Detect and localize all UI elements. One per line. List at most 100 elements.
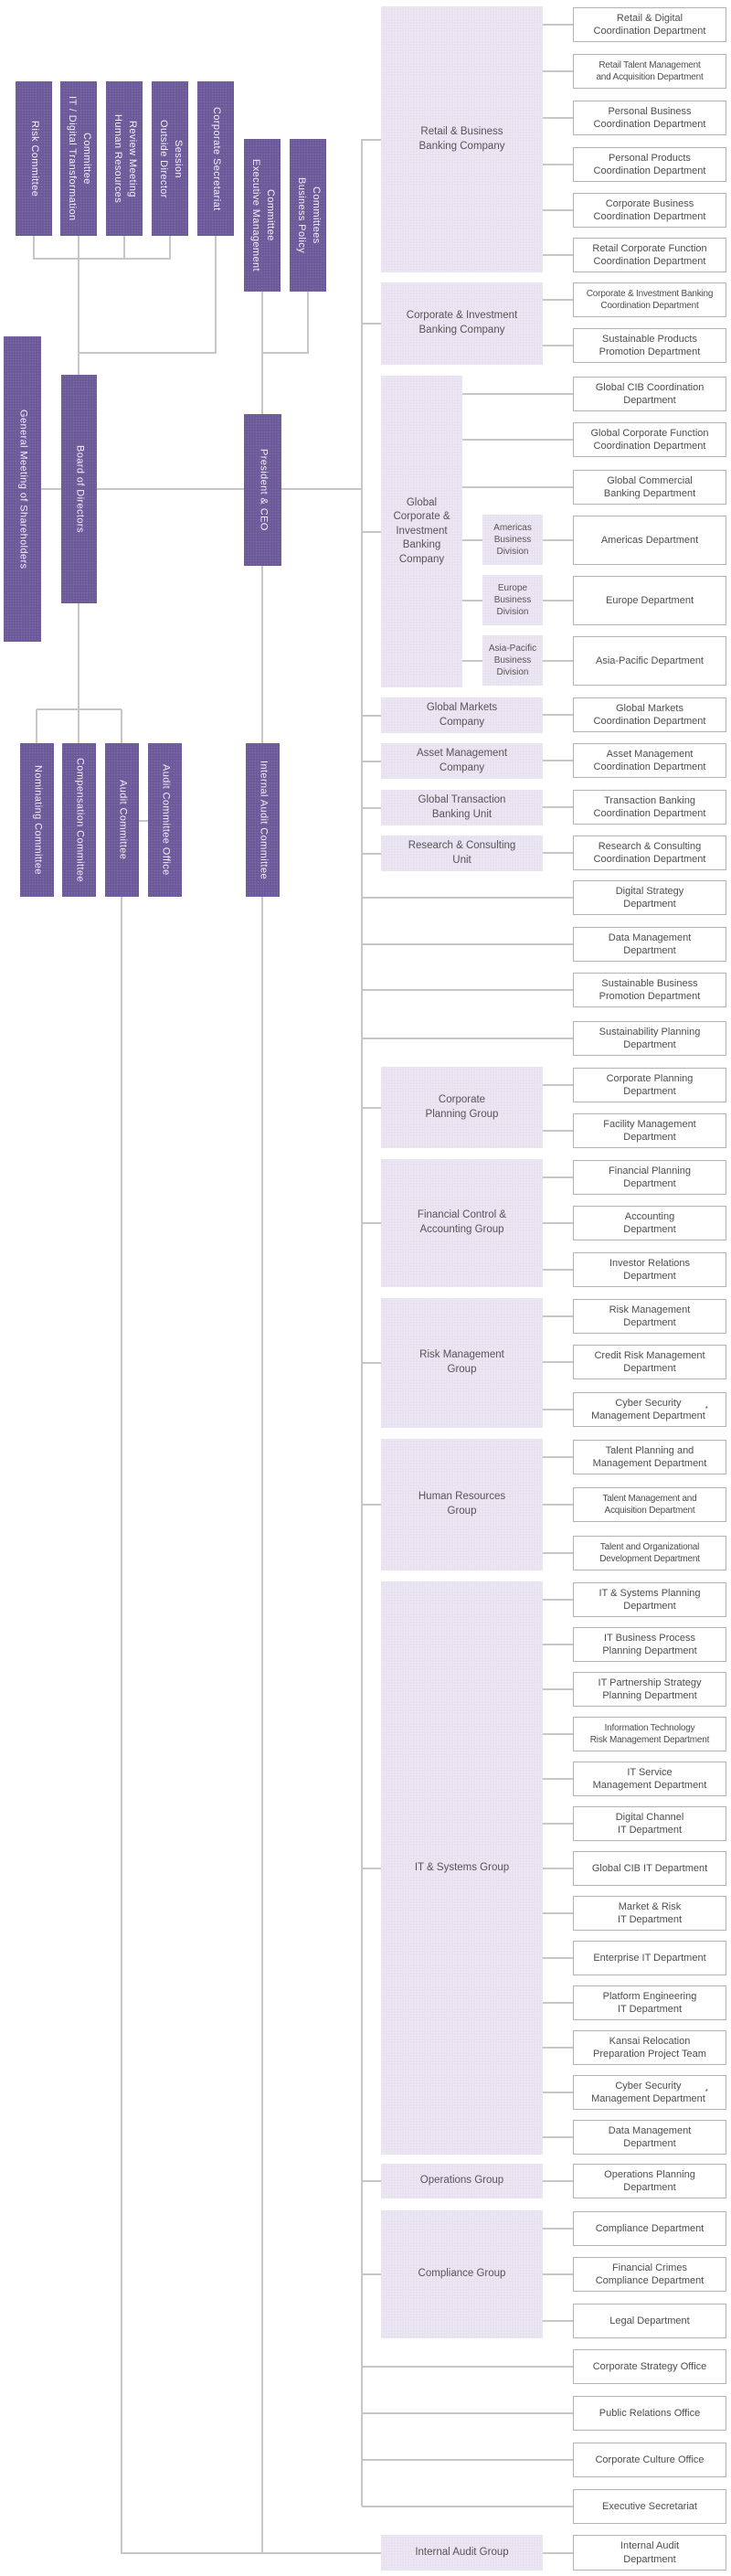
box-label: Compensation Committee	[74, 758, 86, 882]
department-cyber-security-management-department: Cyber Security Management Department *	[573, 1392, 726, 1427]
company-internal-audit-group: Internal Audit Group	[381, 2535, 543, 2571]
department-transaction-banking-coordination-department: Transaction Banking Coordination Departm…	[573, 790, 726, 825]
department-risk-management-department: Risk Management Department	[573, 1299, 726, 1334]
connector-line	[362, 2459, 573, 2461]
box-label: Data Management Department	[608, 2124, 692, 2149]
department-asia-pacific-department: Asia-Pacific Department	[573, 636, 726, 686]
committee-outside-director-session: Outside Director Session	[152, 81, 188, 236]
box-label: Public Relations Office	[599, 2407, 701, 2419]
department-accounting-department: Accounting Department	[573, 1206, 726, 1240]
company-asset-management-company: Asset Management Company	[381, 743, 543, 779]
company-global-transaction-banking-unit: Global Transaction Banking Unit	[381, 790, 543, 825]
box-label: Executive Management Committee	[250, 159, 276, 271]
connector-line	[362, 1868, 381, 1869]
connector-line	[543, 1269, 573, 1271]
department-retail-corporate-function-coordination-department: Retail Corporate Function Coordination D…	[573, 238, 726, 272]
box-label: Board of Directors	[74, 445, 86, 533]
committee-corporate-secretariat: Corporate Secretariat	[197, 81, 234, 236]
box-label: Talent Planning and Management Departmen…	[592, 1444, 707, 1469]
connector-line	[543, 299, 573, 301]
department-it-systems-planning-department: IT & Systems Planning Department	[573, 1582, 726, 1617]
box-label: Sustainable Products Promotion Departmen…	[599, 333, 701, 357]
department-financial-planning-department: Financial Planning Department	[573, 1160, 726, 1195]
box-label: Europe Business Division	[493, 583, 532, 617]
department-it-business-process-planning-department: IT Business Process Planning Department	[573, 1627, 726, 1662]
department-operations-planning-department: Operations Planning Department	[573, 2164, 726, 2198]
connector-line	[543, 806, 573, 808]
box-label: Compliance Department	[595, 2222, 705, 2234]
connector-line	[543, 714, 573, 716]
department-global-cib-it-department: Global CIB IT Department	[573, 1851, 726, 1886]
connector-line	[462, 539, 482, 541]
box-label: Retail Corporate Function Coordination D…	[592, 242, 707, 267]
box-label: Business Policy Committees	[296, 176, 322, 254]
connector-line	[543, 1361, 573, 1363]
connector-line	[543, 2092, 573, 2093]
connector-line	[543, 1733, 573, 1735]
connector-line	[543, 539, 573, 541]
connector-line	[123, 236, 125, 260]
company-human-resources-group: Human Resources Group	[381, 1439, 543, 1570]
department-americas-department: Americas Department	[573, 516, 726, 565]
connector-line	[362, 1504, 381, 1506]
department-sustainable-products-promotion-department: Sustainable Products Promotion Departmen…	[573, 328, 726, 363]
connector-line	[79, 352, 216, 354]
connector-line	[362, 2180, 381, 2182]
department-talent-management-and-acquisition-department: Talent Management and Acquisition Depart…	[573, 1487, 726, 1522]
connector-line	[362, 715, 381, 717]
connector-line	[362, 2366, 573, 2368]
box-label: Research & Consulting Coordination Depar…	[593, 840, 706, 865]
department-investor-relations-department: Investor Relations Department	[573, 1252, 726, 1287]
committee-human-resources-review-meeting: Human Resources Review Meeting	[106, 81, 143, 236]
department-corporate-investment-banking-coordination-department: Corporate & Investment Banking Coordinat…	[573, 282, 726, 317]
department-digital-channel-it-department: Digital Channel IT Department	[573, 1806, 726, 1841]
box-label: Asset Management Coordination Department	[593, 748, 706, 772]
box-label: Personal Products Coordination Departmen…	[593, 152, 706, 176]
box-label: Corporate Planning Group	[425, 1093, 499, 1120]
connector-line	[543, 852, 573, 854]
department-data-management-department: Data Management Department	[573, 927, 726, 962]
department-kansai-relocation-preparation-project-team: Kansai Relocation Preparation Project Te…	[573, 2030, 726, 2065]
committee-compensation-committee: Compensation Committee	[62, 743, 96, 897]
connector-line	[543, 164, 573, 165]
committee-audit-committee-office: Audit Committee Office	[148, 743, 182, 897]
box-label: Audit Committee	[117, 780, 129, 860]
department-enterprise-it-department: Enterprise IT Department	[573, 1941, 726, 1975]
department-market-risk-it-department: Market & Risk IT Department	[573, 1896, 726, 1931]
connector-line	[543, 1176, 573, 1178]
connector-line	[543, 1084, 573, 1086]
box-label: Americas Business Division	[493, 523, 532, 557]
connector-line	[543, 117, 573, 119]
box-label: Accounting Department	[623, 1210, 676, 1235]
connector-line	[543, 1599, 573, 1601]
company-compliance-group: Compliance Group	[381, 2210, 543, 2338]
box-label: Platform Engineering IT Department	[602, 1990, 697, 2015]
department-corporate-strategy-office: Corporate Strategy Office	[573, 2349, 726, 2384]
connector-line	[121, 709, 122, 743]
connector-line	[362, 807, 381, 809]
connector-line	[122, 2552, 381, 2554]
connector-line	[462, 439, 573, 441]
box-label: Nominating Committee	[32, 765, 44, 875]
committee-audit-committee: Audit Committee	[105, 743, 139, 897]
company-americas-business-division: Americas Business Division	[482, 515, 543, 565]
department-data-management-department: Data Management Department	[573, 2120, 726, 2155]
box-label: Research & Consulting Unit	[408, 839, 516, 866]
connector-line	[543, 1130, 573, 1132]
connector-line	[78, 236, 79, 375]
connector-line	[261, 897, 263, 2554]
box-label: Investor Relations Department	[609, 1257, 691, 1282]
company-retail-business-banking-company: Retail & Business Banking Company	[381, 6, 543, 272]
connector-line	[34, 258, 170, 260]
box-label: IT Business Process Planning Department	[602, 1632, 697, 1656]
connector-line	[543, 345, 573, 346]
department-talent-and-organizational-development-department: Talent and Organizational Development De…	[573, 1536, 726, 1570]
box-label: Cyber Security Management Department	[591, 1397, 705, 1421]
connector-line	[262, 352, 308, 354]
committee-president-ceo: President & CEO	[244, 414, 281, 566]
box-label: Executive Secretariat	[602, 2500, 697, 2512]
company-global-corporate-investment-banking-company: Global Corporate & Investment Banking Co…	[381, 376, 462, 687]
connector-line	[362, 1038, 573, 1039]
box-label: Corporate & Investment Banking Company	[406, 310, 518, 335]
